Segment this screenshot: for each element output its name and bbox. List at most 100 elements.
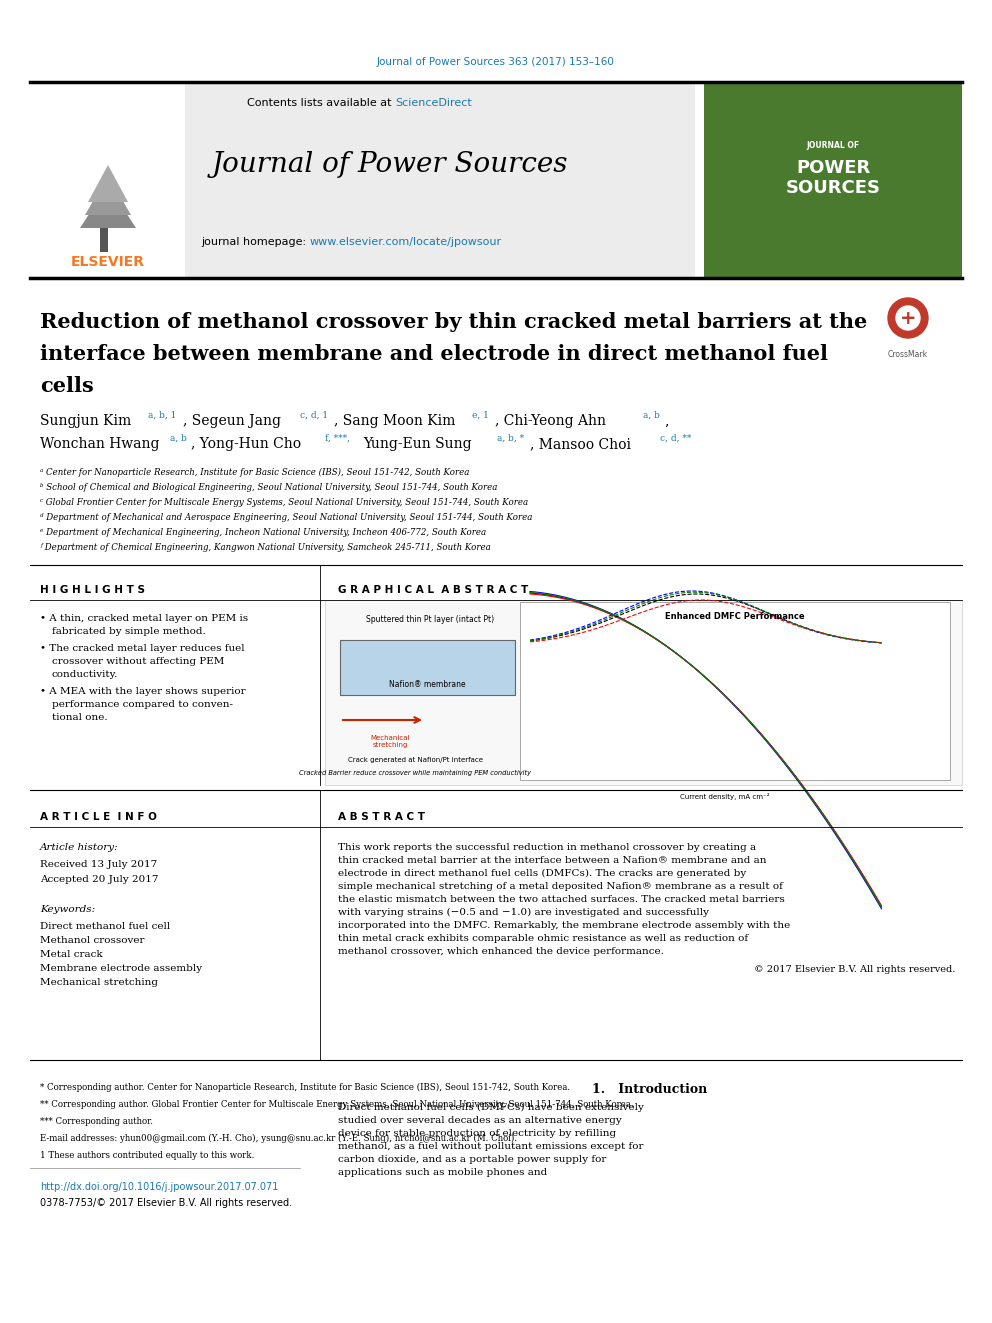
Text: 0378-7753/© 2017 Elsevier B.V. All rights reserved.: 0378-7753/© 2017 Elsevier B.V. All right… bbox=[40, 1199, 292, 1208]
Text: the elastic mismatch between the two attached surfaces. The cracked metal barrie: the elastic mismatch between the two att… bbox=[338, 894, 785, 904]
Text: carbon dioxide, and as a portable power supply for: carbon dioxide, and as a portable power … bbox=[338, 1155, 606, 1164]
Text: a, b: a, b bbox=[170, 434, 186, 443]
Text: H I G H L I G H T S: H I G H L I G H T S bbox=[40, 585, 145, 595]
Text: Crack generated at Nafion/Pt interface: Crack generated at Nafion/Pt interface bbox=[347, 757, 482, 763]
Text: Sputtered thin Pt layer (intact Pt): Sputtered thin Pt layer (intact Pt) bbox=[366, 615, 494, 624]
Bar bbox=[340, 640, 515, 695]
Text: c, d, **: c, d, ** bbox=[660, 434, 691, 443]
Text: Current density, mA cm⁻²: Current density, mA cm⁻² bbox=[681, 792, 770, 800]
Text: Wonchan Hwang: Wonchan Hwang bbox=[40, 437, 160, 451]
Text: A R T I C L E  I N F O: A R T I C L E I N F O bbox=[40, 812, 157, 822]
Text: Membrane electrode assembly: Membrane electrode assembly bbox=[40, 964, 202, 972]
Text: ELSEVIER: ELSEVIER bbox=[71, 255, 145, 269]
Text: © 2017 Elsevier B.V. All rights reserved.: © 2017 Elsevier B.V. All rights reserved… bbox=[754, 964, 955, 974]
Text: 1.   Introduction: 1. Introduction bbox=[592, 1084, 707, 1095]
Text: device for stable production of electricity by refilling: device for stable production of electric… bbox=[338, 1129, 616, 1138]
Text: Direct methanol fuel cells (DMFCs) have been extensively: Direct methanol fuel cells (DMFCs) have … bbox=[338, 1103, 644, 1113]
Text: Direct methanol fuel cell: Direct methanol fuel cell bbox=[40, 922, 171, 931]
Text: Cracked Barrier reduce crossover while maintaining PEM conductivity: Cracked Barrier reduce crossover while m… bbox=[299, 770, 531, 777]
Text: , Yong-Hun Cho: , Yong-Hun Cho bbox=[191, 437, 302, 451]
Text: journal homepage:: journal homepage: bbox=[201, 237, 310, 247]
Text: Journal of Power Sources 363 (2017) 153–160: Journal of Power Sources 363 (2017) 153–… bbox=[377, 57, 615, 67]
Text: Article history:: Article history: bbox=[40, 843, 119, 852]
Text: , Mansoo Choi: , Mansoo Choi bbox=[530, 437, 631, 451]
Text: CrossMark: CrossMark bbox=[888, 351, 929, 359]
Text: Enhanced DMFC Performance: Enhanced DMFC Performance bbox=[666, 613, 805, 620]
Text: http://dx.doi.org/10.1016/j.jpowsour.2017.07.071: http://dx.doi.org/10.1016/j.jpowsour.201… bbox=[40, 1181, 279, 1192]
Bar bbox=[30, 82, 695, 278]
Text: 1 These authors contributed equally to this work.: 1 These authors contributed equally to t… bbox=[40, 1151, 254, 1160]
Text: electrode in direct methanol fuel cells (DMFCs). The cracks are generated by: electrode in direct methanol fuel cells … bbox=[338, 869, 746, 878]
Text: studied over several decades as an alternative energy: studied over several decades as an alter… bbox=[338, 1117, 622, 1125]
Text: This work reports the successful reduction in methanol crossover by creating a: This work reports the successful reducti… bbox=[338, 843, 756, 852]
Text: Reduction of methanol crossover by thin cracked metal barriers at the: Reduction of methanol crossover by thin … bbox=[40, 312, 867, 332]
Text: performance compared to conven-: performance compared to conven- bbox=[52, 700, 233, 709]
Text: ᶜ Global Frontier Center for Multiscale Energy Systems, Seoul National Universit: ᶜ Global Frontier Center for Multiscale … bbox=[40, 497, 528, 507]
Text: • A thin, cracked metal layer on PEM is: • A thin, cracked metal layer on PEM is bbox=[40, 614, 248, 623]
Text: interface between membrane and electrode in direct methanol fuel: interface between membrane and electrode… bbox=[40, 344, 828, 364]
Text: Yung-Eun Sung: Yung-Eun Sung bbox=[363, 437, 471, 451]
Text: www.elsevier.com/locate/jpowsour: www.elsevier.com/locate/jpowsour bbox=[310, 237, 502, 247]
Bar bbox=[704, 82, 962, 278]
Text: a, b: a, b bbox=[643, 411, 660, 419]
Text: thin metal crack exhibits comparable ohmic resistance as well as reduction of: thin metal crack exhibits comparable ohm… bbox=[338, 934, 748, 943]
Text: • The cracked metal layer reduces fuel: • The cracked metal layer reduces fuel bbox=[40, 644, 245, 654]
Bar bbox=[100, 228, 108, 251]
Text: methanol, as a fuel without pollutant emissions except for: methanol, as a fuel without pollutant em… bbox=[338, 1142, 644, 1151]
Text: Keywords:: Keywords: bbox=[40, 905, 95, 914]
Text: Journal of Power Sources: Journal of Power Sources bbox=[211, 152, 568, 179]
Text: , Chi-Yeong Ahn: , Chi-Yeong Ahn bbox=[495, 414, 606, 429]
Text: fabricated by simple method.: fabricated by simple method. bbox=[52, 627, 205, 636]
Text: *** Corresponding author.: *** Corresponding author. bbox=[40, 1117, 153, 1126]
Text: Nafion® membrane: Nafion® membrane bbox=[389, 680, 465, 689]
Text: conductivity.: conductivity. bbox=[52, 669, 118, 679]
Text: tional one.: tional one. bbox=[52, 713, 107, 722]
Text: • A MEA with the layer shows superior: • A MEA with the layer shows superior bbox=[40, 687, 246, 696]
Polygon shape bbox=[80, 185, 136, 228]
Text: Methanol crossover: Methanol crossover bbox=[40, 935, 145, 945]
Text: JOURNAL OF: JOURNAL OF bbox=[806, 140, 859, 149]
Text: POWER
SOURCES: POWER SOURCES bbox=[786, 159, 881, 197]
Text: Metal crack: Metal crack bbox=[40, 950, 102, 959]
Text: Accepted 20 July 2017: Accepted 20 July 2017 bbox=[40, 875, 159, 884]
Text: Mechanical
stretching: Mechanical stretching bbox=[370, 736, 410, 747]
Text: f, ***,: f, ***, bbox=[325, 434, 353, 443]
Polygon shape bbox=[88, 165, 128, 202]
Text: +: + bbox=[900, 308, 917, 328]
Polygon shape bbox=[85, 175, 131, 216]
Text: Received 13 July 2017: Received 13 July 2017 bbox=[40, 860, 158, 869]
Circle shape bbox=[888, 298, 928, 337]
Text: ᵃ Center for Nanoparticle Research, Institute for Basic Science (IBS), Seoul 151: ᵃ Center for Nanoparticle Research, Inst… bbox=[40, 468, 469, 478]
Text: a, b, 1: a, b, 1 bbox=[148, 411, 177, 419]
Text: methanol crossover, which enhanced the device performance.: methanol crossover, which enhanced the d… bbox=[338, 947, 664, 957]
Text: cells: cells bbox=[40, 376, 94, 396]
Text: A B S T R A C T: A B S T R A C T bbox=[338, 812, 425, 822]
Text: E-mail addresses: yhun00@gmail.com (Y.-H. Cho), ysung@snu.ac.kr (Y.-E. Sung), nr: E-mail addresses: yhun00@gmail.com (Y.-H… bbox=[40, 1134, 517, 1143]
Text: ,: , bbox=[665, 414, 670, 429]
Bar bbox=[520, 602, 950, 781]
Text: with varying strains (−0.5 and −1.0) are investigated and successfully: with varying strains (−0.5 and −1.0) are… bbox=[338, 908, 709, 917]
Text: crossover without affecting PEM: crossover without affecting PEM bbox=[52, 658, 224, 665]
Text: ScienceDirect: ScienceDirect bbox=[395, 98, 472, 108]
Text: ᵉ Department of Mechanical Engineering, Incheon National University, Incheon 406: ᵉ Department of Mechanical Engineering, … bbox=[40, 528, 486, 537]
Text: e, 1: e, 1 bbox=[472, 411, 489, 419]
Text: ᵈ Department of Mechanical and Aerospace Engineering, Seoul National University,: ᵈ Department of Mechanical and Aerospace… bbox=[40, 513, 533, 523]
Text: a, b, *: a, b, * bbox=[497, 434, 524, 443]
Text: Contents lists available at: Contents lists available at bbox=[247, 98, 395, 108]
Text: , Segeun Jang: , Segeun Jang bbox=[183, 414, 281, 429]
Text: ᵇ School of Chemical and Biological Engineering, Seoul National University, Seou: ᵇ School of Chemical and Biological Engi… bbox=[40, 483, 497, 492]
Circle shape bbox=[896, 306, 920, 329]
Text: thin cracked metal barrier at the interface between a Nafion® membrane and an: thin cracked metal barrier at the interf… bbox=[338, 856, 767, 865]
Text: Mechanical stretching: Mechanical stretching bbox=[40, 978, 158, 987]
Text: ** Corresponding author. Global Frontier Center for Multiscale Energy Systems, S: ** Corresponding author. Global Frontier… bbox=[40, 1099, 634, 1109]
Text: simple mechanical stretching of a metal deposited Nafion® membrane as a result o: simple mechanical stretching of a metal … bbox=[338, 882, 783, 890]
Text: G R A P H I C A L  A B S T R A C T: G R A P H I C A L A B S T R A C T bbox=[338, 585, 529, 595]
Text: incorporated into the DMFC. Remarkably, the membrane electrode assembly with the: incorporated into the DMFC. Remarkably, … bbox=[338, 921, 791, 930]
Text: , Sang Moon Kim: , Sang Moon Kim bbox=[334, 414, 455, 429]
Text: applications such as mobile phones and: applications such as mobile phones and bbox=[338, 1168, 548, 1177]
Text: Sungjun Kim: Sungjun Kim bbox=[40, 414, 131, 429]
Bar bbox=[325, 601, 962, 785]
Bar bbox=[30, 82, 185, 278]
Text: * Corresponding author. Center for Nanoparticle Research, Institute for Basic Sc: * Corresponding author. Center for Nanop… bbox=[40, 1084, 570, 1091]
Text: ᶠ Department of Chemical Engineering, Kangwon National University, Samcheok 245-: ᶠ Department of Chemical Engineering, Ka… bbox=[40, 542, 491, 552]
